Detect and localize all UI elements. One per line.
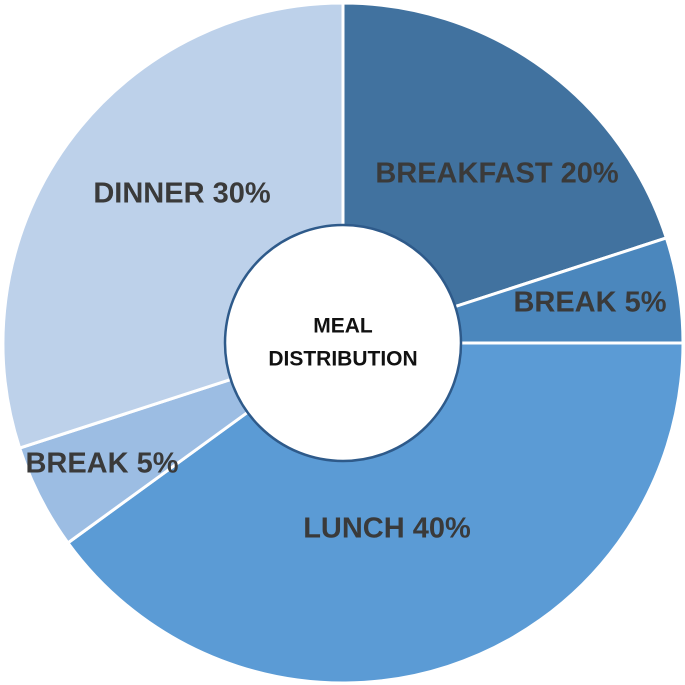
slice-lunch-2 — [65, 341, 685, 685]
slice-label-dinner-4: DINNER 30% — [93, 178, 270, 210]
slice-label-break-3: BREAK 5% — [25, 448, 178, 480]
slice-label-break-1: BREAK 5% — [513, 287, 666, 319]
labels-group: BREAKFAST 20% BREAK 5% LUNCH 40% BREAK 5% DI… — [25, 158, 666, 545]
center-hole — [223, 223, 463, 463]
slice-label-lunch-2: LUNCH 40% — [303, 513, 471, 545]
center-title-line-2: DISTRIBUTION — [268, 348, 417, 371]
center-title-line-1: MEAL — [313, 315, 373, 338]
slice-label-breakfast-0: BREAKFAST 20% — [375, 158, 619, 190]
